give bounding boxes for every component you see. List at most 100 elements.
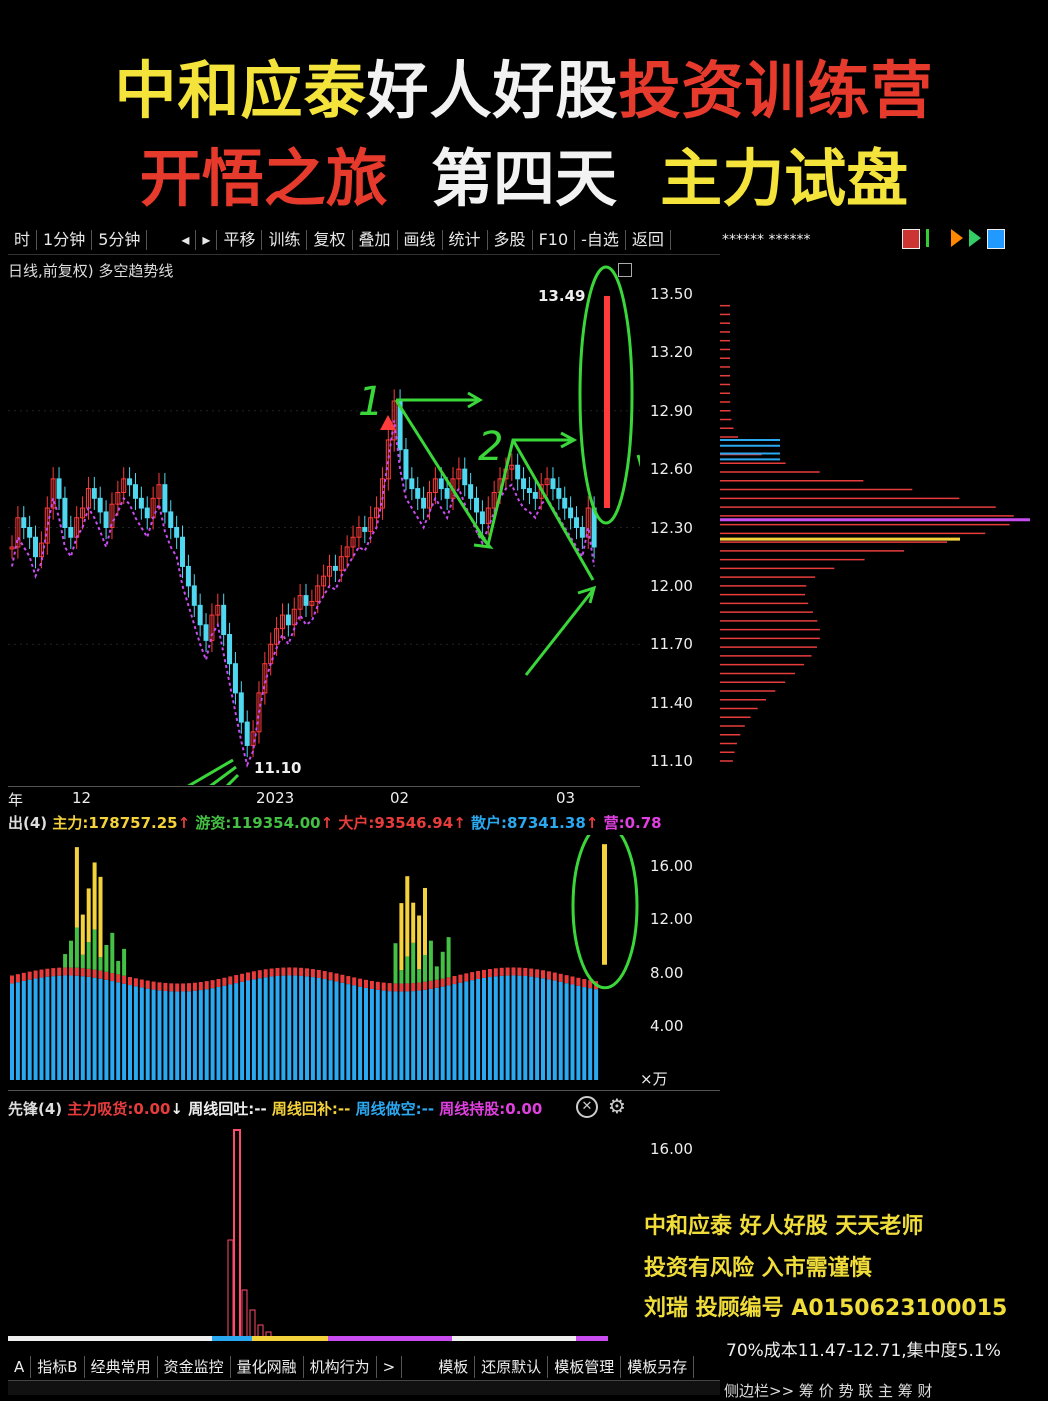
sanhu-bar (116, 982, 121, 1080)
toolbar-item[interactable]: ▸ (196, 230, 218, 250)
bottom-tab[interactable]: > (377, 1356, 403, 1378)
candle-body (426, 491, 432, 509)
toolbar-item[interactable]: 统计 (443, 230, 488, 250)
sanhu-bar (57, 975, 62, 1080)
toolbar-item[interactable]: 1分钟 (37, 230, 93, 250)
sanhu-bar (122, 983, 127, 1080)
annotation-arrow (511, 439, 595, 581)
sanhu-bar (157, 990, 162, 1080)
youzi-value: 游资:119354.00 (195, 814, 321, 832)
date-tick: 2023 (256, 789, 295, 807)
candle-body (285, 614, 291, 626)
toolbar-item[interactable]: 多股 (488, 230, 533, 250)
sanhu-bar (328, 980, 333, 1080)
sanhu-bar (246, 980, 250, 1080)
dahu-bar (582, 979, 587, 988)
settings-icon[interactable]: ⚙ (608, 1094, 626, 1118)
youzi-bar (92, 929, 97, 970)
toolbar-item[interactable]: 时 (8, 230, 38, 250)
indicator2-axis: 16.00 (640, 1120, 720, 1348)
status-band (252, 1336, 328, 1341)
unit-text: 万 (652, 1070, 668, 1088)
sanhu-bar (570, 984, 575, 1080)
toolbar-item[interactable]: F10 (533, 230, 576, 250)
maximize-icon[interactable] (618, 263, 632, 277)
candle-body (562, 497, 568, 509)
dahu-bar (352, 977, 357, 986)
highlight-ellipse (571, 835, 639, 990)
dahu-bar (381, 982, 386, 991)
bottom-tab[interactable]: 模板 (432, 1356, 476, 1378)
bottom-tab[interactable]: 指标B (31, 1356, 85, 1378)
sanhu-bar (63, 975, 68, 1080)
bottom-tab[interactable]: A (8, 1356, 32, 1378)
dahu-bar (281, 967, 286, 976)
watermark-line1: 中和应泰 好人好股 天天老师 (644, 1214, 924, 1239)
toolbar-item[interactable]: 复权 (307, 230, 353, 250)
candle-body (238, 692, 244, 723)
bottom-tab[interactable]: 还原默认 (475, 1356, 549, 1378)
toolbar-item[interactable]: 5分钟 (92, 230, 148, 250)
main-bar (411, 902, 416, 943)
bottom-tab[interactable]: 经典常用 (85, 1356, 158, 1378)
toolbar-item[interactable]: 训练 (262, 230, 308, 250)
dahu-bar (63, 967, 68, 976)
limit-up-candle (604, 295, 610, 509)
dahu-bar (458, 974, 463, 983)
sanhu-bar (493, 976, 498, 1080)
sanhu-bar (564, 983, 569, 1080)
pioneer-spike (233, 1129, 241, 1341)
dahu-bar (588, 980, 593, 989)
bottom-tab[interactable]: 量化网融 (231, 1356, 304, 1378)
export-icon[interactable] (902, 229, 920, 249)
toolbar-item[interactable]: 叠加 (353, 230, 398, 250)
info-tabs-row[interactable] (8, 1380, 720, 1395)
sanhu-bar (269, 976, 274, 1080)
pioneer-bar (249, 1309, 256, 1341)
layout-icon[interactable] (926, 229, 945, 247)
price-tick: 11.40 (650, 693, 693, 712)
sanhu-bar (51, 976, 56, 1080)
dahu-bar (541, 970, 545, 979)
play-orange-icon[interactable] (951, 229, 963, 247)
bottom-tab[interactable]: 模板管理 (548, 1356, 622, 1378)
annotation-label: 2 (478, 424, 503, 470)
watermark-line3: 刘瑞 投顾编号 A0150623100015 (644, 1296, 1008, 1321)
bottom-tab[interactable]: 资金监控 (158, 1356, 231, 1378)
bottom-tab[interactable]: 模板另存 (621, 1356, 695, 1378)
price-tick: 12.00 (650, 576, 693, 595)
bottom-tab[interactable]: 机构行为 (304, 1356, 377, 1378)
candle-body (156, 484, 162, 499)
candle-body (438, 478, 444, 490)
toolbar-item[interactable]: 平移 (217, 230, 263, 250)
candle-body (68, 527, 74, 538)
dahu-bar (139, 979, 144, 988)
dahu-bar (39, 969, 44, 978)
title-part: 主力试盘 (660, 142, 909, 215)
dahu-bar (564, 975, 569, 984)
candle-body (303, 595, 309, 606)
toolbar-item[interactable]: ◂ (175, 230, 197, 250)
candle-body (62, 497, 68, 528)
dahu-bar (15, 974, 20, 983)
candle-body (256, 692, 262, 733)
toolbar-item[interactable]: -自选 (575, 230, 626, 250)
sanhu-bar (240, 981, 245, 1080)
main-bar-spike (602, 844, 607, 965)
date-tick: 年 (8, 791, 24, 809)
candle-body (232, 663, 238, 694)
toolbar-item[interactable]: 返回 (626, 230, 671, 250)
dahu-bar (157, 982, 162, 991)
indicator1-name: 出(4) (8, 814, 48, 832)
sidebar-toggles[interactable]: 侧边栏>> 筹 价 势 联 主 筹 财 (724, 1382, 933, 1400)
play-green-icon[interactable] (969, 229, 981, 247)
divider (8, 1090, 720, 1091)
toolbar-item[interactable]: 画线 (398, 230, 443, 250)
low-price-label: 11.10 (254, 759, 301, 777)
sanhu-bar (33, 978, 38, 1080)
dahu-bar (86, 968, 91, 977)
refresh-icon[interactable] (987, 229, 1005, 249)
dahu-bar (470, 972, 475, 981)
close-icon[interactable]: ✕ (576, 1096, 598, 1118)
dahu-bar (21, 972, 26, 981)
